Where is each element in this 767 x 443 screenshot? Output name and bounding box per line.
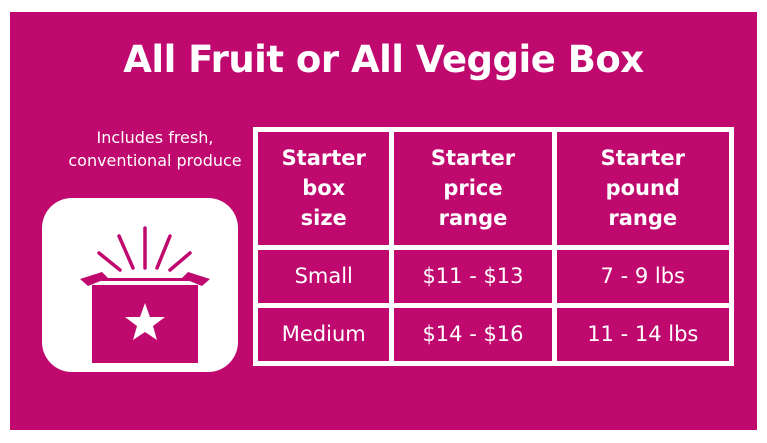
- cell-price: $14 - $16: [389, 302, 557, 367]
- subtitle-line: conventional produce: [68, 151, 242, 170]
- cell-pounds: 7 - 9 lbs: [551, 244, 735, 308]
- page-title: All Fruit or All Veggie Box: [123, 38, 644, 81]
- subtitle: Includes fresh, conventional produce: [20, 126, 290, 172]
- cell-size: Small: [252, 244, 395, 308]
- pricing-table: Starter box size Starter price range Starter…: [252, 127, 735, 367]
- header-box-size: Starter box size: [252, 127, 395, 250]
- header-pound-range: Starter pound range: [551, 127, 735, 250]
- table-row: Medium $14 - $16 11 - 14 lbs: [252, 302, 735, 367]
- header-price-range: Starter price range: [389, 127, 557, 250]
- cell-pounds: 11 - 14 lbs: [551, 302, 735, 367]
- cell-size: Medium: [252, 302, 395, 367]
- cell-price: $11 - $13: [389, 244, 557, 308]
- table-row: Small $11 - $13 7 - 9 lbs: [252, 244, 735, 308]
- table-header-row: Starter box size Starter price range Starter…: [252, 127, 735, 250]
- subtitle-line: Includes fresh,: [96, 128, 214, 147]
- open-box-star-icon: [42, 198, 238, 372]
